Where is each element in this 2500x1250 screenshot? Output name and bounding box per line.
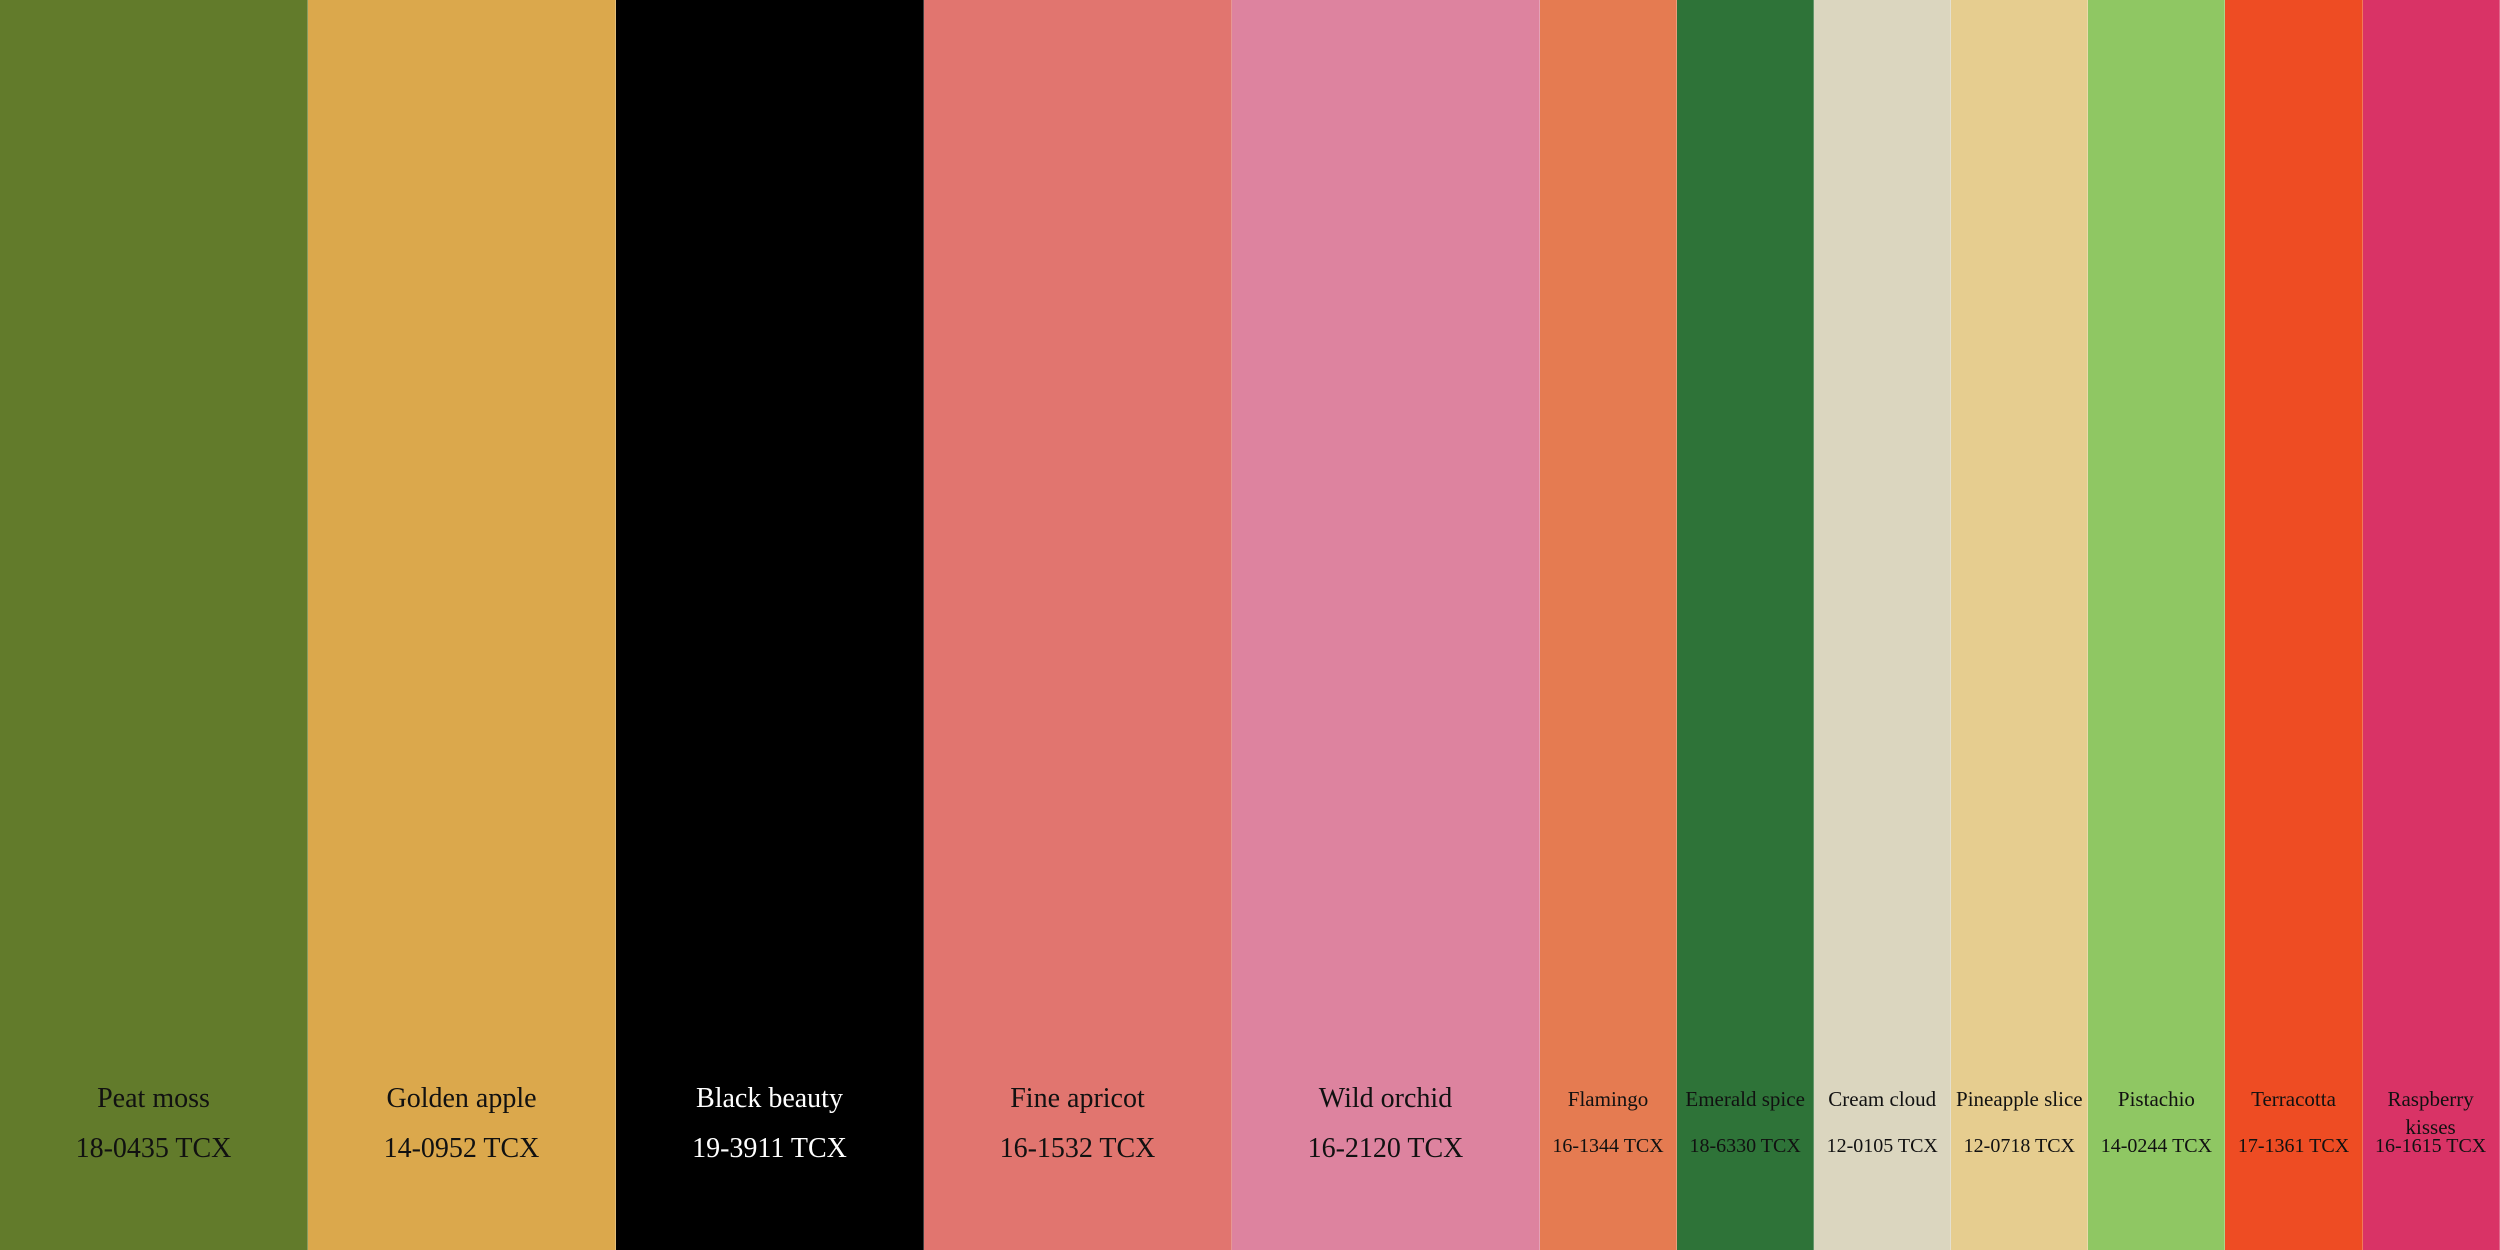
swatch-code: 16-2120 TCX <box>1307 1133 1464 1164</box>
color-swatch: Pistachio 14-0244 TCX <box>2088 0 2226 1250</box>
swatch-name: Raspberry kisses <box>2387 1087 2474 1139</box>
swatch-code: 18-6330 TCX <box>1689 1135 1801 1157</box>
swatch-code: 16-1344 TCX <box>1552 1135 1664 1157</box>
color-swatch: Black beauty 19-3911 TCX <box>616 0 924 1250</box>
swatch-code: 17-1361 TCX <box>2237 1135 2350 1157</box>
swatch-code: 14-0244 TCX <box>2100 1135 2213 1157</box>
color-swatch: Flamingo 16-1344 TCX <box>1540 0 1678 1250</box>
color-swatch: Cream cloud 12-0105 TCX <box>1814 0 1952 1250</box>
color-swatch: Pineapple slice 12-0718 TCX <box>1951 0 2089 1250</box>
color-swatch: Golden apple 14-0952 TCX <box>308 0 616 1250</box>
swatch-name: Fine apricot <box>1010 1083 1145 1114</box>
swatch-code: 12-0718 TCX <box>1963 1135 2075 1157</box>
swatch-name: Flamingo <box>1567 1087 1649 1111</box>
swatch-code: 16-1615 TCX <box>2374 1135 2487 1157</box>
swatch-code: 14-0952 TCX <box>383 1133 540 1164</box>
swatch-name: Cream cloud <box>1828 1087 1937 1111</box>
swatch-name: Wild orchid <box>1318 1083 1453 1114</box>
swatch-name: Golden apple <box>386 1083 537 1114</box>
color-swatch: Wild orchid 16-2120 TCX <box>1232 0 1540 1250</box>
swatch-name: Terracotta <box>2251 1087 2336 1111</box>
swatch-name: Pineapple slice <box>1956 1087 2083 1111</box>
swatch-name: Emerald spice <box>1685 1087 1805 1111</box>
swatch-code: 18-0435 TCX <box>75 1133 232 1164</box>
color-swatch: Raspberry kisses 16-1615 TCX <box>2362 0 2500 1250</box>
swatch-name: Pistachio <box>2117 1087 2195 1111</box>
color-swatch: Peat moss 18-0435 TCX <box>0 0 308 1250</box>
swatch-name: Black beauty <box>696 1083 843 1114</box>
color-swatch: Terracotta 17-1361 TCX <box>2225 0 2363 1250</box>
swatch-code: 19-3911 TCX <box>692 1133 847 1164</box>
swatch-code: 16-1532 TCX <box>999 1133 1156 1164</box>
swatch-code: 12-0105 TCX <box>1826 1135 1938 1157</box>
color-swatch: Fine apricot 16-1532 TCX <box>924 0 1232 1250</box>
swatch-name: Peat moss <box>97 1083 210 1114</box>
color-swatch: Emerald spice 18-6330 TCX <box>1677 0 1815 1250</box>
